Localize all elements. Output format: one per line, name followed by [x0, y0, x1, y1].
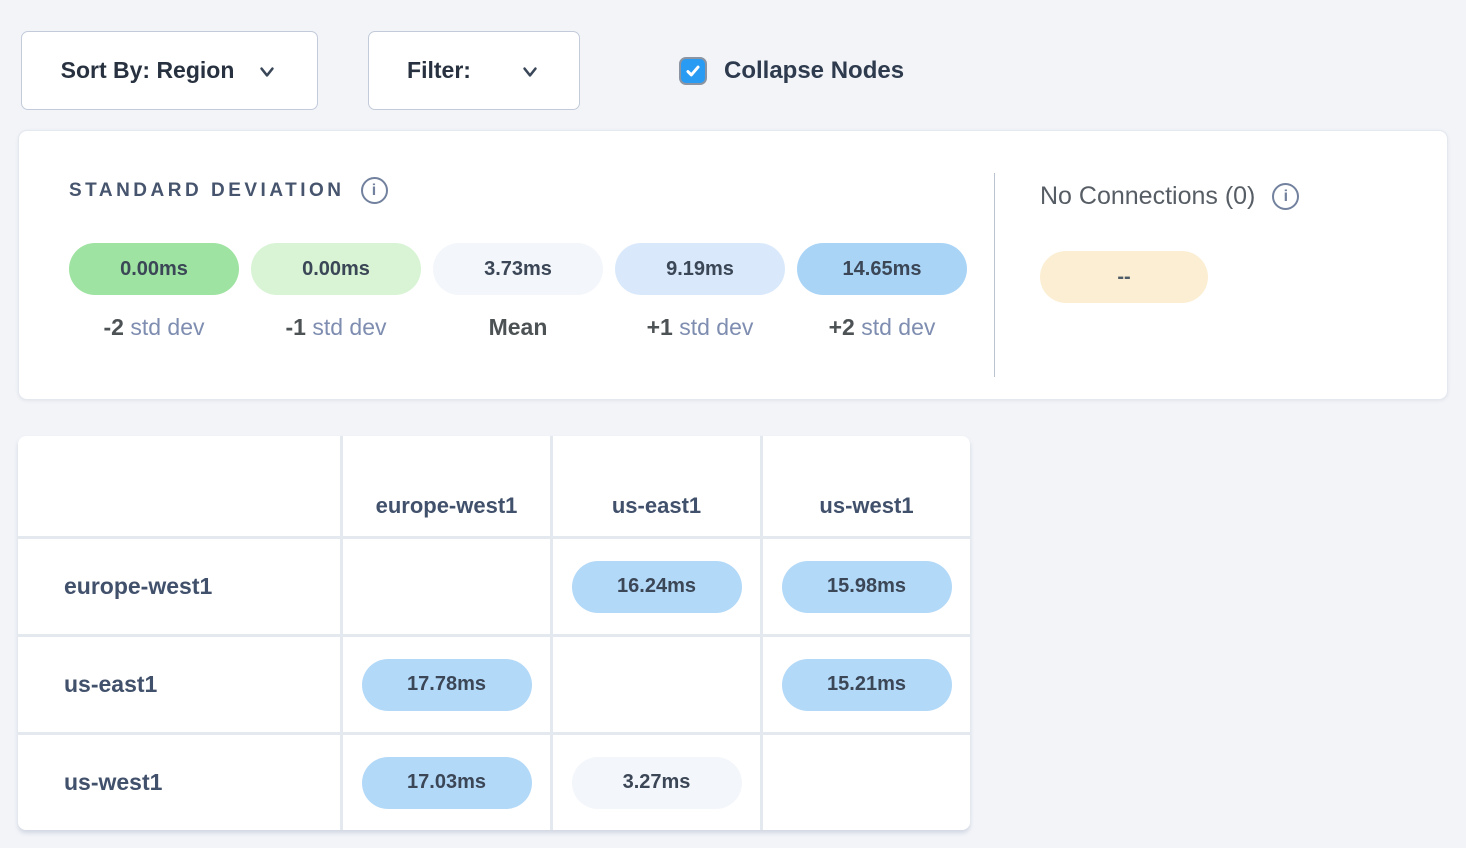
- legend-pill-minus2: 0.00ms: [69, 243, 239, 295]
- matrix-row-header: europe-west1: [18, 539, 340, 634]
- matrix-cell[interactable]: 15.21ms: [763, 637, 970, 732]
- sort-by-label: Sort By: Region: [60, 57, 235, 83]
- no-connections-pill: --: [1040, 251, 1208, 303]
- matrix-cell-empty: [553, 637, 760, 732]
- latency-pill: 16.24ms: [571, 560, 742, 613]
- latency-pill: 15.21ms: [781, 658, 952, 711]
- legend-pill-minus1: 0.00ms: [251, 243, 421, 295]
- latency-pill: 17.03ms: [361, 756, 532, 809]
- matrix-column-header: us-east1: [553, 436, 760, 536]
- standard-deviation-header: STANDARD DEVIATION i: [69, 177, 388, 204]
- matrix-cell[interactable]: 17.78ms: [343, 637, 550, 732]
- filter-label: Filter:: [407, 57, 471, 83]
- standard-deviation-title: STANDARD DEVIATION: [69, 179, 345, 201]
- matrix-cell[interactable]: 17.03ms: [343, 735, 550, 830]
- legend-label-mean: Mean: [488, 314, 548, 340]
- collapse-nodes-control: Collapse Nodes: [679, 31, 904, 110]
- matrix-corner-cell: [18, 436, 340, 536]
- collapse-nodes-label: Collapse Nodes: [724, 56, 905, 84]
- legend-label-minus2: -2 std dev: [103, 314, 205, 340]
- matrix-cell[interactable]: 15.98ms: [763, 539, 970, 634]
- matrix-row-header: us-east1: [18, 637, 340, 732]
- matrix-row-header: us-west1: [18, 735, 340, 830]
- sort-by-dropdown[interactable]: Sort By: Region: [21, 31, 318, 110]
- latency-pill: 17.78ms: [361, 658, 532, 711]
- matrix-cell[interactable]: 3.27ms: [553, 735, 760, 830]
- latency-pill: 15.98ms: [781, 560, 952, 613]
- filter-dropdown[interactable]: Filter:: [368, 31, 580, 110]
- collapse-nodes-checkbox[interactable]: [679, 56, 707, 85]
- matrix-cell-empty: [763, 735, 970, 830]
- std-dev-legend-pills: 0.00ms 0.00ms 3.73ms 9.19ms 14.65ms: [69, 243, 967, 295]
- matrix-column-header: us-west1: [763, 436, 970, 536]
- legend-label-plus1: +1 std dev: [646, 314, 754, 340]
- matrix-cell-empty: [343, 539, 550, 634]
- chevron-down-icon: [260, 67, 275, 77]
- vertical-divider: [994, 173, 995, 377]
- info-icon[interactable]: i: [1272, 183, 1300, 210]
- chevron-down-icon: [523, 67, 537, 77]
- std-dev-legend-labels: -2 std dev -1 std dev Mean +1 std dev +2…: [69, 314, 967, 341]
- legend-pill-plus1: 9.19ms: [615, 243, 785, 295]
- legend-label-minus1: -1 std dev: [285, 314, 387, 340]
- info-icon[interactable]: i: [360, 177, 388, 204]
- matrix-cell[interactable]: 16.24ms: [553, 539, 760, 634]
- legend-pill-mean: 3.73ms: [433, 243, 603, 295]
- legend-pill-plus2: 14.65ms: [797, 243, 967, 295]
- latency-matrix-table: europe-west1 us-east1 us-west1 europe-we…: [18, 436, 970, 830]
- standard-deviation-card: STANDARD DEVIATION i 0.00ms 0.00ms 3.73m…: [18, 130, 1448, 400]
- no-connections-header: No Connections (0) i: [1040, 182, 1300, 211]
- no-connections-title: No Connections (0): [1040, 182, 1256, 210]
- matrix-column-header: europe-west1: [343, 436, 550, 536]
- legend-label-plus2: +2 std dev: [828, 314, 936, 340]
- latency-pill: 3.27ms: [571, 756, 742, 809]
- checkmark-icon: [686, 65, 700, 76]
